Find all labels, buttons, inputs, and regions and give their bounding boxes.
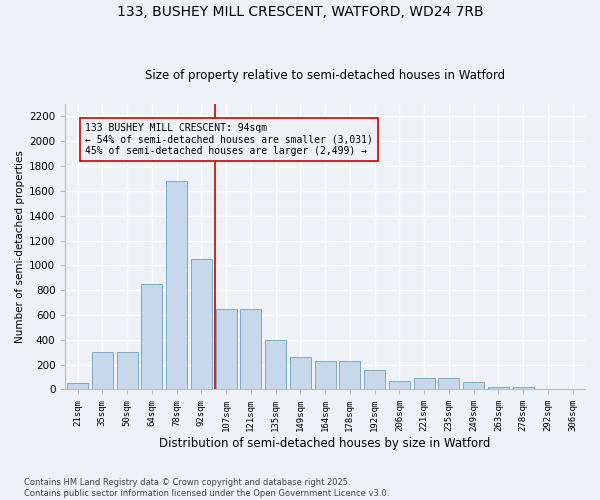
Bar — [92, 352, 113, 390]
Text: Contains HM Land Registry data © Crown copyright and database right 2025.
Contai: Contains HM Land Registry data © Crown c… — [24, 478, 389, 498]
Bar — [240, 309, 262, 390]
Bar — [215, 309, 236, 390]
X-axis label: Distribution of semi-detached houses by size in Watford: Distribution of semi-detached houses by … — [160, 437, 491, 450]
Bar — [67, 384, 88, 390]
Bar — [191, 259, 212, 390]
Y-axis label: Number of semi-detached properties: Number of semi-detached properties — [15, 150, 25, 343]
Bar — [488, 387, 509, 390]
Bar — [314, 361, 335, 390]
Title: Size of property relative to semi-detached houses in Watford: Size of property relative to semi-detach… — [145, 69, 505, 82]
Bar — [265, 340, 286, 390]
Bar — [166, 181, 187, 390]
Bar — [340, 361, 361, 390]
Bar — [512, 387, 533, 390]
Text: 133 BUSHEY MILL CRESCENT: 94sqm
← 54% of semi-detached houses are smaller (3,031: 133 BUSHEY MILL CRESCENT: 94sqm ← 54% of… — [85, 122, 373, 156]
Bar — [290, 357, 311, 390]
Bar — [439, 378, 460, 390]
Bar — [413, 378, 434, 390]
Bar — [116, 352, 137, 390]
Bar — [538, 389, 559, 390]
Text: 133, BUSHEY MILL CRESCENT, WATFORD, WD24 7RB: 133, BUSHEY MILL CRESCENT, WATFORD, WD24… — [116, 5, 484, 19]
Bar — [364, 370, 385, 390]
Bar — [389, 381, 410, 390]
Bar — [463, 382, 484, 390]
Bar — [562, 389, 583, 390]
Bar — [141, 284, 163, 390]
